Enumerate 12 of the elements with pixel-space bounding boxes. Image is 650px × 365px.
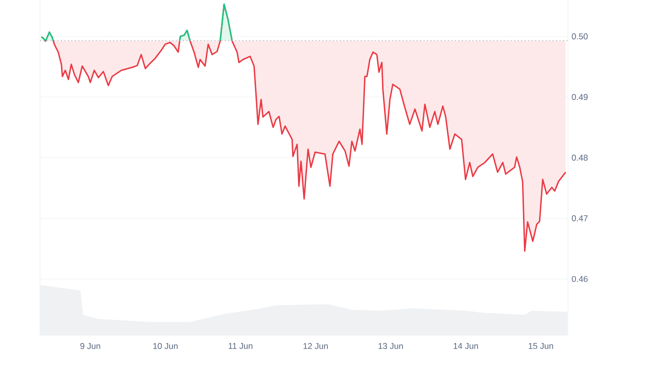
x-tick-label: 12 Jun xyxy=(304,343,328,350)
y-tick-label: 0.46 xyxy=(572,276,588,282)
x-tick-label: 11 Jun xyxy=(228,343,252,349)
y-tick-label: 0.47 xyxy=(572,215,588,222)
x-tick-label: 9 Jun xyxy=(80,343,100,350)
x-tick-label: 14 Jun xyxy=(454,343,478,349)
x-tick-label: 15 Jun xyxy=(528,343,554,349)
x-tick-label: 10 Jun xyxy=(153,343,178,350)
y-tick-label: 0.50 xyxy=(572,33,588,40)
y-tick-label: 0.48 xyxy=(572,154,588,161)
y-tick-label: 0.49 xyxy=(572,94,588,100)
x-tick-label: 13 Jun xyxy=(378,343,403,350)
